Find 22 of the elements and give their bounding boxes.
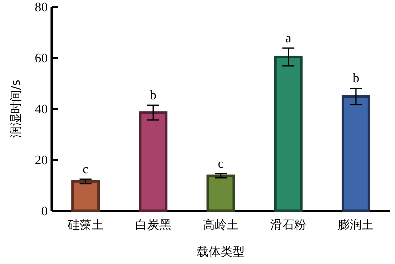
y-tick-label: 20 <box>35 152 48 168</box>
y-tick-label: 0 <box>42 204 48 218</box>
y-tick-label: 60 <box>35 50 48 66</box>
y-tick-label: 80 <box>35 0 48 14</box>
x-tick-label: 硅藻土 <box>66 218 104 232</box>
x-axis-title: 载体类型 <box>197 245 245 259</box>
bar <box>139 112 168 212</box>
bar <box>72 180 100 212</box>
bar <box>342 96 370 212</box>
annotation: b <box>150 87 157 102</box>
x-tick-label: 滑石粉 <box>270 218 307 232</box>
bar <box>206 174 236 212</box>
annotation: a <box>286 30 292 46</box>
y-tick-label: 40 <box>35 102 48 116</box>
x-tick-label: 膨润土 <box>338 218 374 232</box>
x-tick-label: 白炭黑 <box>135 218 172 232</box>
bar <box>274 56 303 212</box>
y-axis-title: 润湿时间/s <box>9 80 23 138</box>
annotation: c <box>218 156 224 172</box>
annotation: c <box>82 161 89 176</box>
x-tick-label: 高岭土 <box>203 218 239 232</box>
annotation: b <box>352 70 360 86</box>
